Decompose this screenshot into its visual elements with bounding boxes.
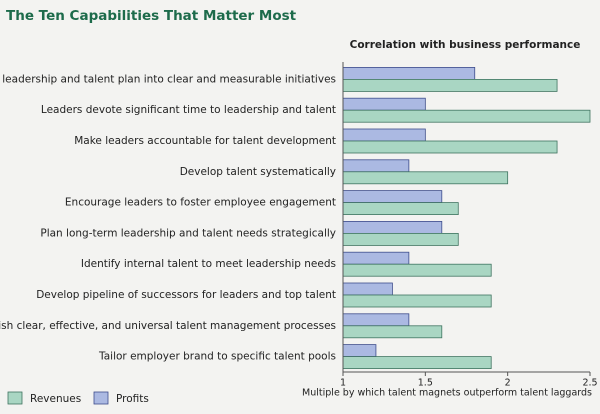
bar [342,140,558,154]
y-tick-label: Develop talent systematically [180,166,336,178]
y-tick-label: Encourage leaders to foster employee eng… [65,197,336,209]
bar [342,159,410,173]
x-tick-label: 2.5 [582,378,597,389]
y-tick-label: Translate leadership and talent plan int… [0,73,336,85]
bar [342,190,443,204]
chart-subtitle: Correlation with business performance [350,39,581,51]
x-tick-label: 1.5 [418,378,433,389]
y-tick-label: Develop pipeline of successors for leade… [36,289,336,301]
bar [342,263,492,277]
legend-label: Profits [116,393,149,405]
bar [342,356,492,370]
bar [342,97,426,111]
bar [342,109,591,123]
x-axis-label: Multiple by which talent magnets outperf… [302,388,592,399]
bar [342,171,509,185]
bar [342,220,443,234]
bar [342,344,377,358]
bar [342,67,476,80]
x-tick-label: 2 [505,378,511,389]
bar [342,282,393,296]
y-tick-label: Make leaders accountable for talent deve… [74,135,336,147]
bar [342,313,410,327]
y-tick-label: Plan long-term leadership and talent nee… [40,227,336,239]
legend-label: Revenues [30,393,81,405]
bar [342,202,459,216]
y-tick-label: Establish clear, effective, and universa… [0,320,336,332]
chart-title: The Ten Capabilities That Matter Most [6,8,297,24]
bar [342,325,443,339]
bar [342,294,492,308]
x-tick-label: 1 [340,378,346,389]
bar [342,251,410,265]
bar [342,232,459,246]
y-tick-label: Identify internal talent to meet leaders… [81,258,336,270]
bar [342,79,558,92]
bar [342,128,426,142]
legend-swatch [7,391,23,405]
y-tick-label: Tailor employer brand to specific talent… [98,351,336,363]
y-tick-label: Leaders devote significant time to leade… [41,104,336,116]
legend-swatch [93,391,109,405]
